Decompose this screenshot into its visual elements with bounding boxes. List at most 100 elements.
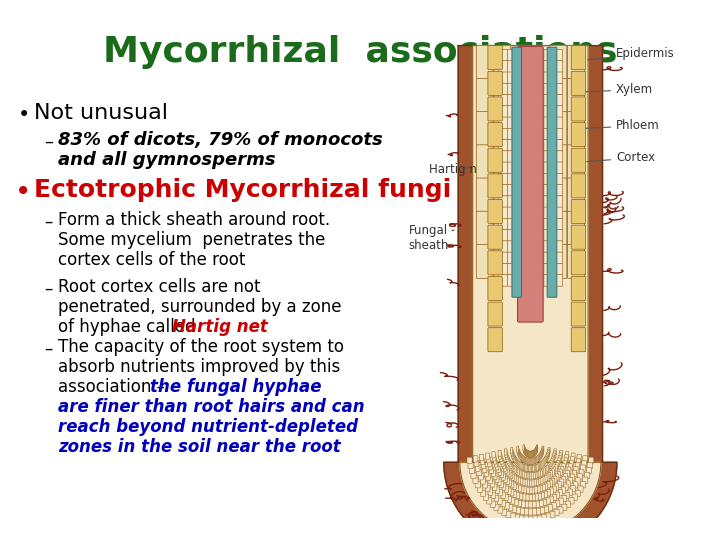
FancyBboxPatch shape: [574, 467, 578, 472]
FancyBboxPatch shape: [508, 94, 517, 106]
Text: –: –: [44, 133, 53, 151]
FancyBboxPatch shape: [523, 446, 524, 451]
FancyBboxPatch shape: [468, 462, 473, 469]
FancyBboxPatch shape: [526, 139, 535, 151]
FancyBboxPatch shape: [535, 162, 544, 174]
FancyBboxPatch shape: [493, 473, 497, 480]
FancyBboxPatch shape: [571, 485, 575, 492]
FancyBboxPatch shape: [488, 276, 503, 300]
FancyBboxPatch shape: [538, 493, 541, 500]
FancyBboxPatch shape: [567, 45, 585, 79]
FancyBboxPatch shape: [516, 484, 519, 491]
FancyBboxPatch shape: [523, 446, 525, 452]
Text: Mycorrhizal  associations: Mycorrhizal associations: [103, 35, 617, 69]
FancyBboxPatch shape: [508, 185, 517, 196]
FancyBboxPatch shape: [520, 453, 521, 459]
FancyBboxPatch shape: [575, 490, 580, 496]
FancyBboxPatch shape: [528, 509, 533, 515]
FancyBboxPatch shape: [553, 218, 562, 230]
FancyBboxPatch shape: [550, 211, 567, 245]
FancyBboxPatch shape: [582, 461, 587, 467]
FancyBboxPatch shape: [524, 448, 526, 454]
FancyBboxPatch shape: [516, 50, 526, 61]
FancyBboxPatch shape: [542, 447, 544, 454]
FancyBboxPatch shape: [541, 449, 543, 455]
FancyBboxPatch shape: [520, 478, 523, 485]
FancyBboxPatch shape: [535, 264, 544, 275]
FancyBboxPatch shape: [553, 173, 562, 185]
FancyBboxPatch shape: [517, 448, 519, 455]
FancyBboxPatch shape: [516, 459, 518, 465]
FancyBboxPatch shape: [526, 72, 535, 84]
FancyBboxPatch shape: [582, 456, 588, 462]
FancyBboxPatch shape: [570, 474, 575, 480]
FancyBboxPatch shape: [498, 241, 508, 252]
FancyBboxPatch shape: [553, 230, 562, 241]
FancyBboxPatch shape: [526, 196, 535, 207]
FancyBboxPatch shape: [544, 173, 554, 185]
FancyBboxPatch shape: [480, 490, 485, 496]
FancyBboxPatch shape: [525, 449, 526, 455]
FancyBboxPatch shape: [479, 474, 483, 480]
FancyBboxPatch shape: [541, 492, 545, 498]
FancyBboxPatch shape: [498, 450, 501, 456]
FancyBboxPatch shape: [529, 451, 531, 457]
FancyBboxPatch shape: [484, 470, 488, 477]
FancyBboxPatch shape: [488, 71, 503, 96]
FancyBboxPatch shape: [494, 145, 510, 179]
FancyBboxPatch shape: [531, 487, 535, 494]
FancyBboxPatch shape: [518, 450, 520, 456]
FancyBboxPatch shape: [529, 473, 531, 479]
FancyBboxPatch shape: [517, 460, 519, 466]
FancyBboxPatch shape: [522, 494, 526, 500]
FancyBboxPatch shape: [476, 112, 493, 146]
FancyBboxPatch shape: [544, 139, 554, 151]
FancyBboxPatch shape: [517, 446, 518, 453]
FancyBboxPatch shape: [550, 78, 567, 112]
FancyBboxPatch shape: [553, 60, 562, 72]
FancyBboxPatch shape: [571, 225, 585, 249]
FancyBboxPatch shape: [575, 478, 580, 484]
FancyBboxPatch shape: [516, 275, 526, 286]
FancyBboxPatch shape: [534, 465, 536, 471]
FancyBboxPatch shape: [488, 464, 492, 470]
FancyBboxPatch shape: [521, 501, 526, 507]
FancyBboxPatch shape: [518, 449, 519, 455]
FancyBboxPatch shape: [555, 492, 559, 498]
FancyBboxPatch shape: [487, 457, 490, 463]
FancyBboxPatch shape: [549, 461, 552, 467]
FancyBboxPatch shape: [558, 507, 563, 513]
FancyBboxPatch shape: [540, 452, 541, 458]
FancyBboxPatch shape: [523, 447, 525, 453]
FancyBboxPatch shape: [521, 463, 523, 470]
Text: the fungal hyphae: the fungal hyphae: [150, 378, 322, 396]
FancyBboxPatch shape: [537, 455, 539, 462]
FancyBboxPatch shape: [506, 469, 510, 475]
FancyBboxPatch shape: [490, 467, 494, 473]
FancyBboxPatch shape: [555, 474, 559, 480]
Text: Xylem: Xylem: [544, 83, 653, 96]
FancyBboxPatch shape: [559, 469, 562, 475]
FancyBboxPatch shape: [567, 145, 585, 179]
FancyBboxPatch shape: [564, 458, 567, 464]
Text: 83% of dicots, 79% of monocots: 83% of dicots, 79% of monocots: [58, 131, 383, 149]
FancyBboxPatch shape: [548, 504, 552, 511]
FancyBboxPatch shape: [526, 450, 527, 456]
FancyBboxPatch shape: [544, 162, 554, 174]
FancyBboxPatch shape: [516, 492, 520, 498]
FancyBboxPatch shape: [531, 451, 533, 457]
FancyBboxPatch shape: [503, 465, 506, 471]
FancyBboxPatch shape: [535, 151, 544, 163]
FancyBboxPatch shape: [536, 445, 538, 451]
FancyBboxPatch shape: [525, 457, 526, 464]
FancyBboxPatch shape: [530, 451, 531, 457]
FancyBboxPatch shape: [565, 492, 570, 498]
FancyBboxPatch shape: [502, 484, 506, 490]
FancyBboxPatch shape: [552, 478, 555, 484]
FancyBboxPatch shape: [526, 173, 535, 185]
FancyBboxPatch shape: [526, 472, 528, 479]
FancyBboxPatch shape: [471, 472, 476, 478]
FancyBboxPatch shape: [553, 207, 562, 219]
Text: –: –: [44, 280, 53, 298]
FancyBboxPatch shape: [544, 218, 554, 230]
